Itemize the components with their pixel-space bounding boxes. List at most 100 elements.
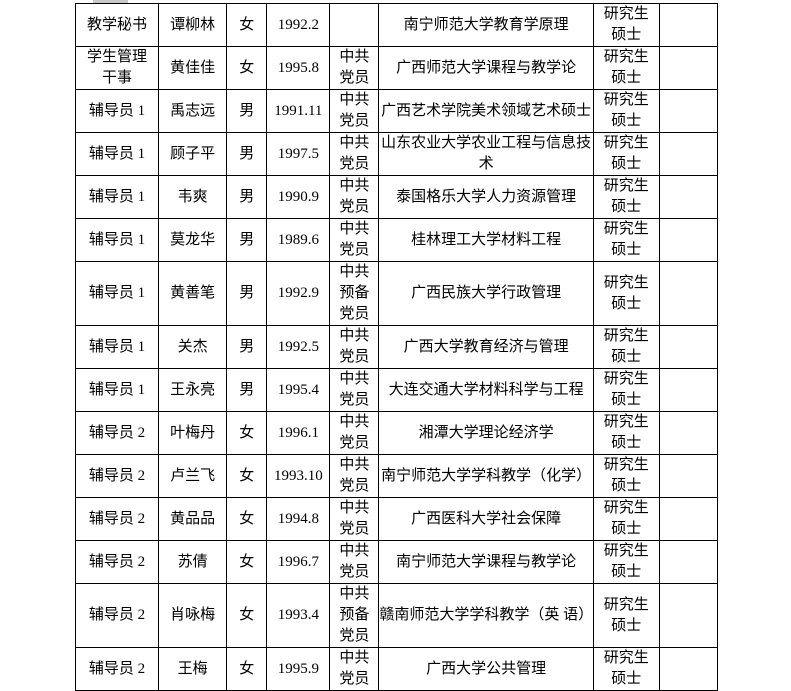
table-row: 辅导员 1 韦爽男 1990.9 中共 党员 泰国格乐大学人力资源管理 研究生 硕士 xyxy=(74,175,719,219)
cell-name: 卢兰飞 xyxy=(158,454,228,498)
cell-birth-date: 1996.7 xyxy=(266,540,331,584)
cell-birth-date: 1993.4 xyxy=(266,583,331,648)
cell-position: 辅导员 1 xyxy=(74,261,160,326)
table-row: 学生管理 干事 黄佳佳女 1995.8 中共 党员 广西师范大学课程与教学论 研究生 硕士 xyxy=(74,46,719,90)
cell-name: 顾子平 xyxy=(158,132,228,176)
cell-name: 肖咏梅 xyxy=(158,583,228,648)
cell-birth-date: 1997.5 xyxy=(266,132,331,176)
cell-birth-date: 1995.4 xyxy=(266,368,331,412)
cell-name: 黄品品 xyxy=(158,497,228,541)
cell-gender: 女 xyxy=(226,411,268,455)
cell-note xyxy=(658,368,719,412)
cell-position: 辅导员 1 xyxy=(74,175,160,219)
cell-position: 辅导员 2 xyxy=(74,411,160,455)
cell-position: 教学秘书 xyxy=(74,3,160,47)
cell-political-status: 中共 党员 xyxy=(329,411,380,455)
cell-degree: 研究生 硕士 xyxy=(592,175,660,219)
cell-position: 辅导员 1 xyxy=(74,89,160,133)
cell-gender: 女 xyxy=(226,647,268,691)
cell-school-major: 广西大学教育经济与管理 xyxy=(378,325,594,369)
cell-gender: 女 xyxy=(226,3,268,47)
cell-political-status: 中共 党员 xyxy=(329,497,380,541)
cell-position: 辅导员 2 xyxy=(74,583,160,648)
cell-position: 辅导员 2 xyxy=(74,497,160,541)
cell-birth-date: 1990.9 xyxy=(266,175,331,219)
cell-gender: 女 xyxy=(226,540,268,584)
cell-name: 韦爽 xyxy=(158,175,228,219)
cell-gender: 男 xyxy=(226,175,268,219)
cell-political-status: 中共 党员 xyxy=(329,132,380,176)
cell-position: 辅导员 1 xyxy=(74,132,160,176)
table-row: 辅导员 2 苏倩女 1996.7 中共 党员 南宁师范大学课程与教学论 研究生 硕士 xyxy=(74,540,719,584)
cell-school-major: 赣南师范大学学科教学（英 语） xyxy=(378,583,594,648)
cell-school-major: 广西民族大学行政管理 xyxy=(378,261,594,326)
cell-birth-date: 1993.10 xyxy=(266,454,331,498)
cell-birth-date: 1989.6 xyxy=(266,218,331,262)
cell-position: 辅导员 2 xyxy=(74,647,160,691)
table-row: 辅导员 1 黄善笔男 1992.9 中共 预备 党员 广西民族大学行政管理 研究生 硕士 xyxy=(74,261,719,326)
cell-gender: 女 xyxy=(226,497,268,541)
cell-note xyxy=(658,583,719,648)
cell-position: 学生管理 干事 xyxy=(74,46,160,90)
cell-degree: 研究生 硕士 xyxy=(592,497,660,541)
cell-name: 关杰 xyxy=(158,325,228,369)
table-row: 辅导员 1 顾子平男 1997.5 中共 党员 山东农业大学农业工程与信息技 术研究生 … xyxy=(74,132,719,176)
cell-degree: 研究生 硕士 xyxy=(592,89,660,133)
cell-note xyxy=(658,132,719,176)
top-edge-artifact xyxy=(93,0,128,3)
cell-gender: 女 xyxy=(226,454,268,498)
cell-school-major: 泰国格乐大学人力资源管理 xyxy=(378,175,594,219)
cell-birth-date: 1992.5 xyxy=(266,325,331,369)
cell-position: 辅导员 1 xyxy=(74,368,160,412)
cell-political-status: 中共 党员 xyxy=(329,46,380,90)
cell-note xyxy=(658,218,719,262)
cell-name: 黄佳佳 xyxy=(158,46,228,90)
cell-position: 辅导员 2 xyxy=(74,540,160,584)
cell-degree: 研究生 硕士 xyxy=(592,540,660,584)
cell-note xyxy=(658,497,719,541)
cell-birth-date: 1991.11 xyxy=(266,89,331,133)
cell-degree: 研究生 硕士 xyxy=(592,261,660,326)
table-row: 辅导员 2 黄品品女 1994.8 中共 党员 广西医科大学社会保障 研究生 硕士 xyxy=(74,497,719,541)
cell-name: 莫龙华 xyxy=(158,218,228,262)
cell-school-major: 南宁师范大学课程与教学论 xyxy=(378,540,594,584)
cell-political-status: 中共 党员 xyxy=(329,540,380,584)
cell-gender: 男 xyxy=(226,368,268,412)
cell-note xyxy=(658,540,719,584)
cell-note xyxy=(658,46,719,90)
cell-political-status: 中共 预备 党员 xyxy=(329,261,380,326)
cell-name: 叶梅丹 xyxy=(158,411,228,455)
cell-position: 辅导员 2 xyxy=(74,454,160,498)
cell-gender: 女 xyxy=(226,583,268,648)
cell-note xyxy=(658,261,719,326)
cell-political-status: 中共 党员 xyxy=(329,454,380,498)
cell-note xyxy=(658,89,719,133)
cell-note xyxy=(658,175,719,219)
table-row: 辅导员 2 卢兰飞女 1993.10 中共 党员 南宁师范大学学科教学（化学） 研究生 硕… xyxy=(74,454,719,498)
cell-school-major: 广西医科大学社会保障 xyxy=(378,497,594,541)
cell-political-status: 中共 预备 党员 xyxy=(329,583,380,648)
table-row: 辅导员 1 王永亮男 1995.4 中共 党员 大连交通大学材料科学与工程 研究生 硕士 xyxy=(74,368,719,412)
cell-name: 黄善笔 xyxy=(158,261,228,326)
table-row: 辅导员 2 叶梅丹女 1996.1 中共 党员 湘潭大学理论经济学 研究生 硕士 xyxy=(74,411,719,455)
cell-gender: 女 xyxy=(226,46,268,90)
cell-name: 王永亮 xyxy=(158,368,228,412)
cell-note xyxy=(658,411,719,455)
cell-birth-date: 1992.9 xyxy=(266,261,331,326)
cell-note xyxy=(658,454,719,498)
cell-political-status: 中共 党员 xyxy=(329,89,380,133)
cell-gender: 男 xyxy=(226,89,268,133)
cell-political-status: 中共 党员 xyxy=(329,325,380,369)
cell-school-major: 广西师范大学课程与教学论 xyxy=(378,46,594,90)
cell-degree: 研究生 硕士 xyxy=(592,325,660,369)
table-row: 辅导员 1 禹志远男 1991.11 中共 党员 广西艺术学院美术领域艺术硕士 研究生 硕… xyxy=(74,89,719,133)
cell-degree: 研究生 硕士 xyxy=(592,132,660,176)
cell-political-status xyxy=(329,3,380,47)
cell-school-major: 广西大学公共管理 xyxy=(378,647,594,691)
cell-gender: 男 xyxy=(226,218,268,262)
cell-school-major: 桂林理工大学材料工程 xyxy=(378,218,594,262)
cell-political-status: 中共 党员 xyxy=(329,368,380,412)
cell-school-major: 湘潭大学理论经济学 xyxy=(378,411,594,455)
cell-gender: 男 xyxy=(226,325,268,369)
